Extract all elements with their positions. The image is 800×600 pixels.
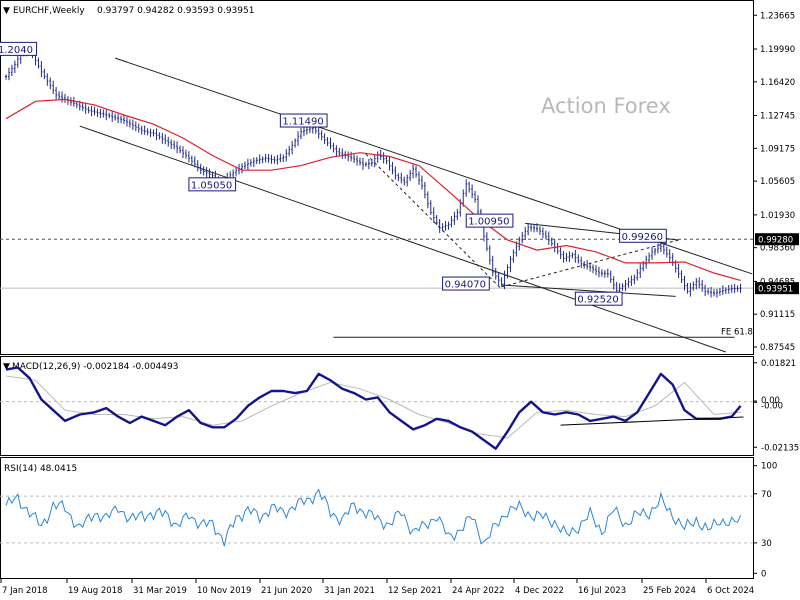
x-tick-label: 7 Jan 2018	[2, 586, 48, 596]
label-1-05050-box	[188, 177, 237, 192]
x-tick-label: 4 Dec 2022	[515, 586, 564, 596]
price-marker-label: 0.99280	[758, 236, 793, 246]
price-y-tick-label: 1.19990	[760, 45, 795, 55]
rsi-y-tick-label: 70	[761, 490, 772, 500]
macd-line	[5, 366, 742, 450]
macd-y-tick-label: -0.00	[761, 401, 783, 411]
macd-y-tick-label: 0.01821	[761, 359, 796, 369]
rsi-panel-frame	[0, 457, 754, 579]
ohlc-values: 0.93797 0.94282 0.93593 0.93951	[97, 6, 254, 16]
header: ▼ EURCHF,Weekly 0.93797 0.94282 0.93593 …	[3, 6, 254, 16]
fe-61-8-label: FE 61.8	[721, 327, 753, 337]
macd-title: MACD(12,26,9) -0.002184 -0.004493	[12, 362, 178, 372]
label-1-2040-box	[0, 41, 38, 56]
x-tick-label: 31 Mar 2019	[133, 586, 187, 596]
x-tick-label: 10 Nov 2019	[197, 586, 251, 596]
label-0-94070-box	[442, 276, 490, 291]
label-0-92520: 0.92520	[577, 295, 618, 306]
label-1-00950: 1.00950	[468, 217, 509, 228]
macd-signal-line	[5, 375, 741, 439]
price-y-tick-label: 0.87545	[760, 343, 795, 353]
rsi-y-tick-label: 0	[761, 569, 766, 579]
price-y-tick-label: 1.23665	[760, 11, 795, 21]
x-tick-label: 25 Feb 2024	[643, 586, 696, 596]
lower-channel-line	[79, 125, 726, 353]
label-0-94070: 0.94070	[445, 280, 486, 291]
label-1-11490: 1.11490	[282, 117, 323, 128]
macd-panel-frame	[0, 356, 754, 456]
label-0-99260: 0.99260	[622, 232, 663, 243]
price-y-tick-label: 0.98360	[760, 244, 795, 254]
price-marker-label: 0.93951	[758, 285, 793, 295]
rsi-line	[5, 488, 742, 547]
dashed-support-line	[365, 153, 502, 290]
macd-triangle-icon: ▼	[3, 362, 10, 372]
symbol-label: EURCHF,Weekly	[13, 6, 85, 16]
lower-wedge-line	[501, 284, 676, 297]
price-y-tick-label: 1.01930	[760, 211, 795, 221]
price-y-tick-label: 1.16420	[760, 78, 795, 88]
label-1-00950-box	[465, 213, 514, 228]
macd-trendline	[560, 416, 744, 426]
collapse-triangle-icon: ▼	[3, 6, 10, 16]
x-tick-label: 19 Aug 2018	[68, 586, 122, 596]
label-0-99260-box	[619, 228, 667, 243]
x-tick-label: 6 Oct 2024	[707, 586, 754, 596]
label-1-11490-box	[279, 113, 328, 128]
label-0-92520-box	[574, 291, 623, 306]
label-1-2040: 1.2040	[0, 45, 33, 56]
rsi-title: RSI(14) 48.0415	[4, 464, 77, 474]
rsi-y-tick-label: 100	[761, 462, 777, 472]
macd-y-tick-label: 0.00	[761, 396, 780, 406]
x-tick-label: 24 Apr 2022	[452, 586, 505, 596]
x-tick-label: 16 Jul 2023	[578, 586, 626, 596]
macd-y-tick-label: -0.02135	[761, 443, 799, 453]
moving-average-line	[5, 98, 741, 281]
price-panel-frame	[0, 0, 754, 355]
x-tick-label: 31 Jan 2021	[324, 586, 375, 596]
price-y-tick-label: 1.09175	[760, 144, 795, 154]
price-marker-bg	[755, 282, 799, 295]
x-tick-label: 12 Sep 2021	[388, 586, 442, 596]
price-y-tick-label: 1.05605	[760, 177, 795, 187]
watermark: Action Forex	[541, 94, 671, 118]
price-y-tick-label: 1.12745	[760, 112, 795, 122]
label-1-05050: 1.05050	[191, 180, 232, 191]
rsi-y-tick-label: 30	[761, 539, 772, 549]
price-y-tick-label: 0.91115	[760, 310, 795, 320]
x-tick-label: 21 Jun 2020	[261, 586, 312, 596]
price-marker-bg	[755, 233, 799, 246]
